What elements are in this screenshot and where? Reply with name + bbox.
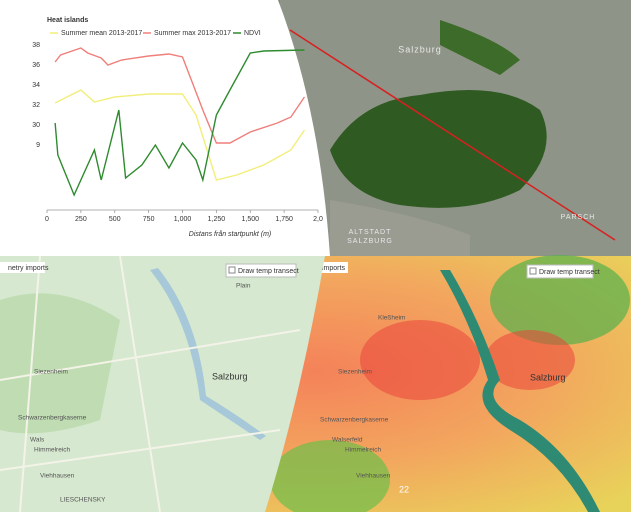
forest <box>330 90 547 208</box>
transect-button[interactable] <box>225 263 297 278</box>
transect-line <box>289 29 616 241</box>
imports-tab[interactable] <box>0 262 45 273</box>
old-town <box>330 200 470 256</box>
river <box>150 268 266 440</box>
map-label: Schwarzenbergkaserne <box>18 415 87 422</box>
chart-title: Heat islands <box>47 17 88 24</box>
map-label: LIESCHENSKY <box>60 497 106 504</box>
map-label: SALZBURG <box>347 238 393 245</box>
map-label: ALTSTADT <box>349 229 392 236</box>
heat-cool-area <box>490 255 630 345</box>
imports-tab[interactable] <box>318 262 348 273</box>
y-tick-label: 32 <box>32 102 40 109</box>
map-label: Salzburg <box>530 372 566 382</box>
map-label: Himmelreich <box>345 447 382 454</box>
map-label: Kleßheim <box>378 315 405 322</box>
y-tick-label: 9 <box>36 142 40 149</box>
map-label: Viehhausen <box>356 473 391 480</box>
transect-button[interactable] <box>526 264 594 279</box>
y-tick-label: 36 <box>32 62 40 69</box>
map-label: Viehhausen <box>40 473 75 480</box>
legend-label: Summer mean 2013-2017 <box>61 30 142 37</box>
x-tick-label: 0 <box>45 216 49 223</box>
heat-hot-area <box>485 330 575 390</box>
map-label: PARSCH <box>561 214 596 221</box>
map-label: Salzburg <box>212 371 248 381</box>
imports-label: imports <box>322 265 345 272</box>
y-tick-label: 30 <box>32 122 40 129</box>
heat-cool-area <box>270 440 390 512</box>
x-tick-label: 1,000 <box>174 216 192 223</box>
checkbox[interactable] <box>529 267 537 275</box>
y-tick-label: 34 <box>32 82 40 89</box>
x-tick-label: 1,500 <box>241 216 259 223</box>
x-tick-label: 750 <box>143 216 155 223</box>
legend-label: Summer max 2013-2017 <box>154 30 231 37</box>
x-tick-label: 2,0 <box>313 216 323 223</box>
green-area <box>0 293 120 434</box>
x-tick-label: 500 <box>109 216 121 223</box>
line <box>54 89 306 181</box>
legend-label: NDVI <box>244 30 261 37</box>
line <box>54 47 306 144</box>
x-axis-label: Distans från startpunkt (m) <box>189 230 271 238</box>
road <box>0 255 301 512</box>
map-label: Siezenheim <box>34 369 68 376</box>
river <box>440 270 600 512</box>
x-tick-label: 1,750 <box>275 216 293 223</box>
chart-panel <box>0 0 330 256</box>
button-label: Draw temp transect <box>539 269 600 276</box>
map-label: Siezenheim <box>338 369 372 376</box>
x-tick-label: 1,250 <box>208 216 226 223</box>
checkbox[interactable] <box>228 266 236 274</box>
map-label: Plain <box>236 283 251 290</box>
map-label: Salzburg <box>398 44 442 54</box>
y-tick-label: 38 <box>32 42 40 49</box>
map-label: Wals <box>30 437 45 444</box>
button-label: Draw temp transect <box>238 268 299 275</box>
map-label: Himmelreich <box>34 447 71 454</box>
forest <box>440 20 520 75</box>
line <box>54 49 305 197</box>
imports-label: netry imports <box>8 265 49 272</box>
map-label: Walserfeld <box>332 437 363 444</box>
map-label: 22 <box>399 484 409 494</box>
heat-hot-area <box>360 320 480 400</box>
map-label: Schwarzenbergkaserne <box>320 417 389 424</box>
x-tick-label: 250 <box>75 216 87 223</box>
